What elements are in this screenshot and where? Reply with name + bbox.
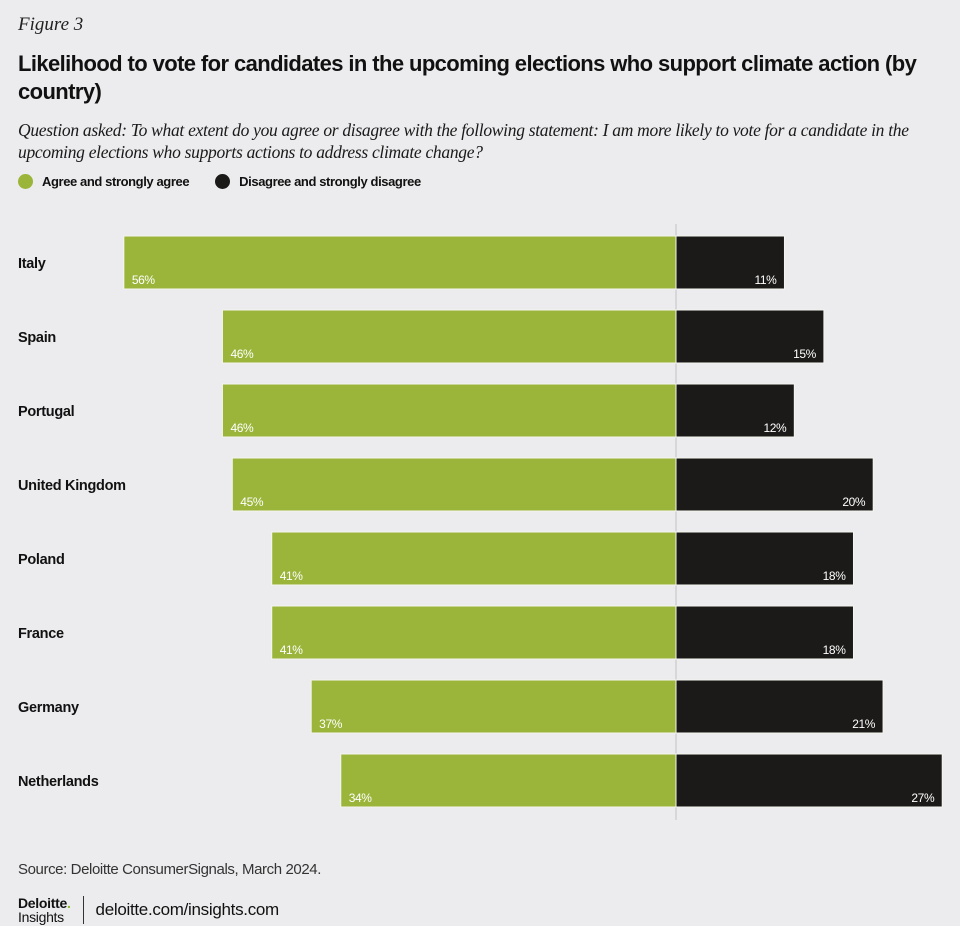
category-label: United Kingdom [18,478,126,494]
value-label-disagree: 21% [852,717,876,731]
bar-group: Portugal 46% 12% [18,383,795,438]
figure-label: Figure 3 [18,14,84,35]
value-label-disagree: 18% [823,643,847,657]
category-label: Portugal [18,404,74,420]
footer-divider [82,896,84,924]
logo-brand: Deloitte [18,895,67,911]
bar-disagree [675,531,854,586]
value-label-agree: 46% [230,347,254,361]
value-label-agree: 56% [132,273,156,287]
bar-group: Poland 41% 18% [18,531,854,586]
bar-agree [123,235,677,290]
question-text: Question asked: To what extent do you ag… [18,120,909,162]
value-label-disagree: 12% [763,421,787,435]
category-label: Germany [18,700,79,716]
legend-swatch-agree [18,174,33,189]
value-label-agree: 41% [280,569,304,583]
bar-agree [340,753,677,808]
source-note: Source: Deloitte ConsumerSignals, March … [18,861,321,878]
bar-agree [310,679,677,734]
bar-agree [231,457,677,512]
legend: Agree and strongly agree Disagree and st… [18,174,447,189]
diverging-bar-chart: Italy 56% 11% Spain 46% 15% Portugal 46% 12% Unit… [18,224,943,820]
legend-item-disagree: Disagree and strongly disagree [215,174,421,189]
bar-group: Germany 37% 21% [18,679,884,734]
bar-disagree [675,679,884,734]
value-label-disagree: 11% [755,273,778,287]
legend-label-disagree: Disagree and strongly disagree [239,174,421,189]
bar-agree [221,309,677,364]
value-label-agree: 41% [280,643,304,657]
bar-group: France 41% 18% [18,605,854,660]
value-label-disagree: 18% [823,569,847,583]
deloitte-insights-logo: Deloitte. Insights [18,896,71,924]
chart-title: Likelihood to vote for candidates in the… [18,51,917,104]
bar-group: United Kingdom 45% 20% [18,457,874,512]
legend-item-agree: Agree and strongly agree [18,174,190,189]
logo-dot: . [66,895,71,911]
bar-disagree [675,309,825,364]
bar-disagree [675,383,795,438]
legend-label-agree: Agree and strongly agree [42,174,190,189]
bar-group: Italy 56% 11% [18,235,785,290]
bar-disagree [675,235,785,290]
category-label: Spain [18,330,56,346]
legend-swatch-disagree [215,174,231,189]
bar-disagree [675,753,943,808]
value-label-disagree: 15% [793,347,817,361]
category-label: France [18,626,64,642]
bar-disagree [675,457,874,512]
category-label: Netherlands [18,774,99,790]
bar-group: Spain 46% 15% [18,309,825,364]
bar-agree [271,605,677,660]
value-label-agree: 37% [319,717,343,731]
category-label: Poland [18,552,65,568]
footer-url[interactable]: deloitte.com/insights.com [95,900,280,919]
bar-agree [271,531,677,586]
bar-agree [221,383,677,438]
category-label: Italy [18,256,46,272]
bar-disagree [675,605,854,660]
logo-sub: Insights [18,909,64,925]
value-label-agree: 46% [230,421,254,435]
value-label-agree: 34% [349,791,373,805]
value-label-disagree: 27% [911,791,935,805]
value-label-disagree: 20% [842,495,866,509]
bar-group: Netherlands 34% 27% [18,753,943,808]
value-label-agree: 45% [240,495,264,509]
footer: Deloitte. Insights deloitte.com/insights… [18,896,279,924]
